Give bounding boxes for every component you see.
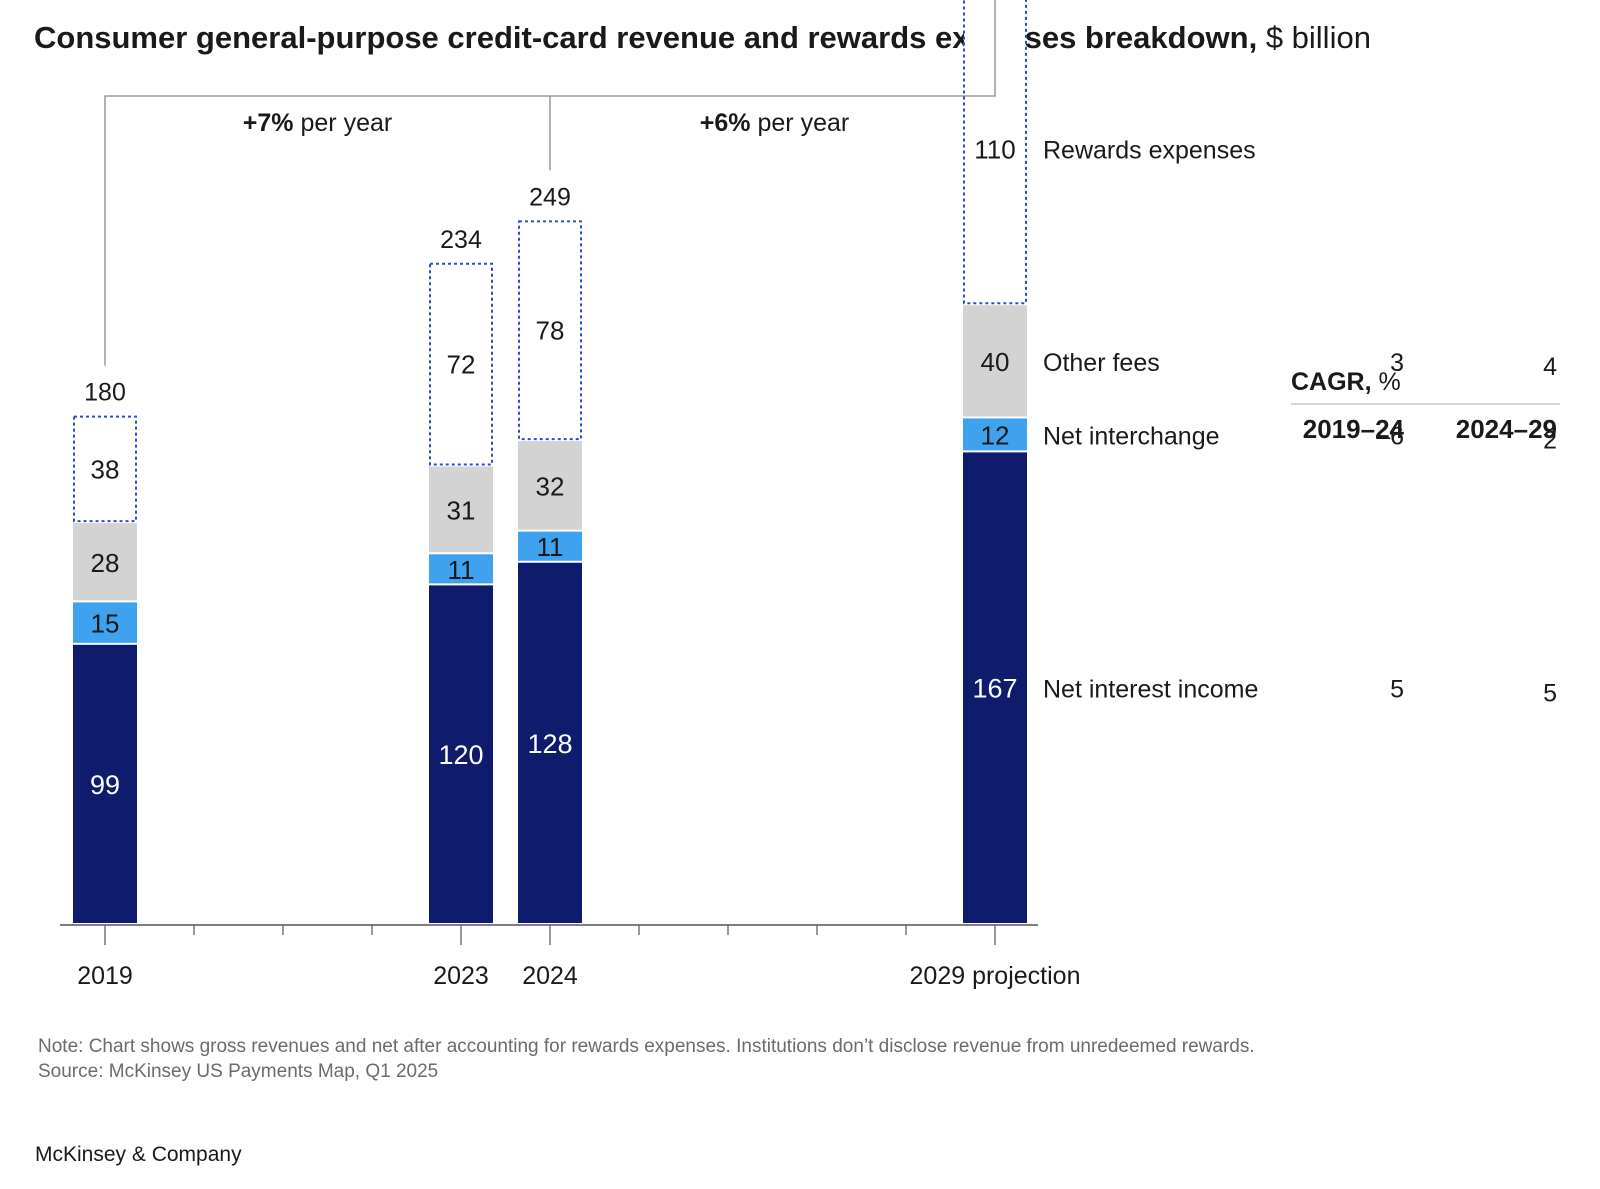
cagr-heading: CAGR, % <box>1291 368 1401 396</box>
data-label: 11 <box>448 555 475 585</box>
bar-other-fees <box>963 305 1027 417</box>
chart-title-main: Consumer general-purpose credit-card rev… <box>34 20 1258 55</box>
bar-net-interest-income <box>963 452 1027 923</box>
data-label: 167 <box>972 674 1017 704</box>
bar-net-interchange <box>73 602 137 643</box>
series-label: Rewards expenses <box>1043 137 1256 165</box>
total-label: 249 <box>529 183 571 211</box>
bar-other-fees <box>518 441 582 530</box>
cagr-value: 2 <box>1543 426 1557 454</box>
data-label: 78 <box>536 316 565 346</box>
data-label: 28 <box>91 548 120 578</box>
data-label: 11 <box>537 532 564 562</box>
data-label: 40 <box>981 347 1010 377</box>
cagr-value: 5 <box>1390 676 1404 704</box>
footnote: Note: Chart shows gross revenues and net… <box>38 1034 1255 1084</box>
series-label: Net interchange <box>1043 422 1220 450</box>
bar-net-interest-income <box>429 585 493 923</box>
bar-rewards-expenses <box>518 220 582 441</box>
data-label: 32 <box>536 471 565 501</box>
x-tick-label: 2023 <box>433 962 489 990</box>
data-label: 72 <box>447 350 476 380</box>
note-text: Note: Chart shows gross revenues and net… <box>38 1036 1255 1057</box>
series-label: Net interest income <box>1043 676 1258 704</box>
x-tick-label: 2024 <box>522 962 578 990</box>
chart-title-unit: $ billion <box>1265 20 1371 55</box>
data-label: 15 <box>91 609 120 639</box>
bar-net-interchange <box>429 554 493 584</box>
x-tick-label: 2019 <box>77 962 133 990</box>
chart-title: Consumer general-purpose credit-card rev… <box>34 16 1371 60</box>
cagr-value: 5 <box>1543 680 1557 708</box>
data-label: 31 <box>447 495 476 525</box>
bar-net-interchange <box>963 418 1027 451</box>
data-label: 99 <box>90 770 120 800</box>
cagr-value: 3 <box>1390 349 1404 377</box>
bar-rewards-expenses <box>429 262 493 466</box>
cagr-value: 4 <box>1543 353 1557 381</box>
bar-net-interest-income <box>73 644 137 923</box>
bar-net-interchange <box>518 531 582 561</box>
bar-net-interest-income <box>518 562 582 923</box>
total-label: 234 <box>440 226 482 254</box>
x-tick-label: 2029 projection <box>910 962 1081 990</box>
data-label: 120 <box>438 740 483 770</box>
growth-label: +7% per year <box>243 109 392 137</box>
source-text: Source: McKinsey US Payments Map, Q1 202… <box>38 1061 439 1082</box>
data-label: 128 <box>527 729 572 759</box>
cagr-value: –6 <box>1376 422 1404 450</box>
series-label: Other fees <box>1043 349 1160 377</box>
growth-label: +6% per year <box>700 109 849 137</box>
cagr-column-header: 2019–24 <box>1303 414 1405 444</box>
total-label: 180 <box>84 379 126 407</box>
bar-other-fees <box>429 466 493 553</box>
bar-rewards-expenses <box>73 415 137 523</box>
data-label: 110 <box>974 135 1015 165</box>
data-label: 12 <box>981 420 1010 450</box>
brand-logo-text: McKinsey & Company <box>35 1143 242 1166</box>
data-label: 38 <box>91 454 120 484</box>
bar-other-fees <box>73 523 137 601</box>
cagr-column-header: 2024–29 <box>1456 414 1557 444</box>
